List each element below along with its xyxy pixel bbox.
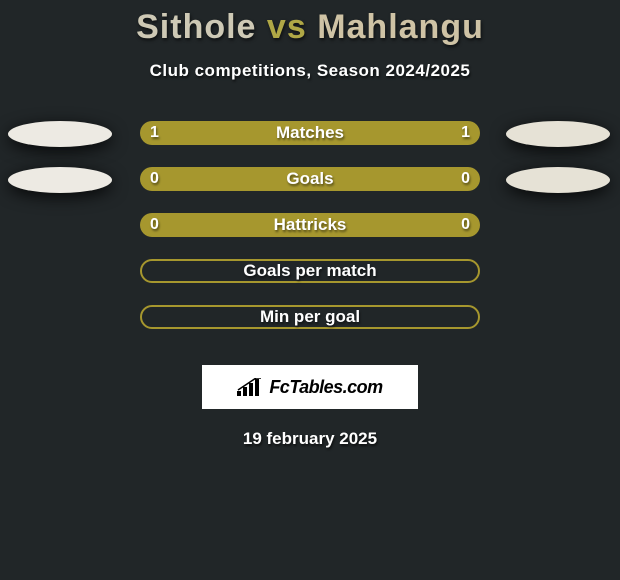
stat-value-left: 0: [150, 213, 159, 237]
player1-name: Sithole: [136, 8, 256, 46]
stat-value-left: 1: [150, 121, 159, 145]
stat-row: Goals per match: [0, 259, 620, 305]
stat-value-right: 0: [461, 167, 470, 191]
stat-row: Hattricks00: [0, 213, 620, 259]
logo-text: FcTables.com: [269, 377, 382, 398]
vs-label: vs: [267, 8, 307, 46]
stat-row: Goals00: [0, 167, 620, 213]
page-title: Sithole vs Mahlangu: [0, 0, 620, 47]
comparison-card: Sithole vs Mahlangu Club competitions, S…: [0, 0, 620, 580]
subtitle: Club competitions, Season 2024/2025: [0, 61, 620, 81]
player2-name: Mahlangu: [317, 8, 484, 46]
logo-inner: FcTables.com: [237, 377, 382, 398]
fctables-logo[interactable]: FcTables.com: [202, 365, 418, 409]
stat-value-right: 0: [461, 213, 470, 237]
stat-value-right: 1: [461, 121, 470, 145]
player2-oval: [506, 167, 610, 193]
player2-oval: [506, 121, 610, 147]
stat-row: Min per goal: [0, 305, 620, 351]
stats-container: Matches11Goals00Hattricks00Goals per mat…: [0, 121, 620, 351]
date-label: 19 february 2025: [0, 429, 620, 449]
stat-bar: [140, 167, 480, 191]
stat-bar: [140, 121, 480, 145]
stat-bar: [140, 213, 480, 237]
stat-value-left: 0: [150, 167, 159, 191]
stat-row: Matches11: [0, 121, 620, 167]
player1-oval: [8, 121, 112, 147]
stat-bar: [140, 259, 480, 283]
player1-oval: [8, 167, 112, 193]
bar-chart-icon: [237, 378, 265, 398]
stat-bar: [140, 305, 480, 329]
